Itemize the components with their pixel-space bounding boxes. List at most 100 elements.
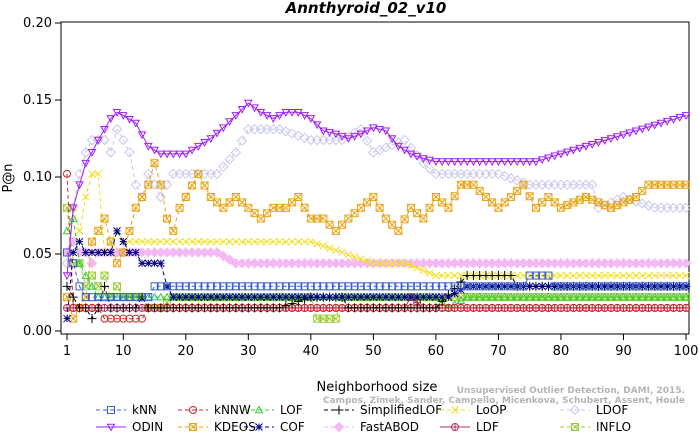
data-point	[155, 191, 166, 203]
data-point	[175, 237, 184, 246]
data-point	[331, 303, 340, 312]
data-point	[332, 246, 340, 255]
data-point	[218, 250, 229, 262]
data-point	[94, 293, 103, 302]
data-point	[388, 282, 397, 291]
data-point	[331, 130, 341, 139]
legend-label: SimplifiedLOF	[360, 403, 442, 417]
data-point	[219, 237, 228, 246]
data-point	[406, 282, 415, 291]
data-point	[88, 271, 97, 280]
data-point	[69, 314, 78, 323]
data-point	[118, 112, 128, 120]
data-point	[344, 135, 353, 144]
data-point	[343, 131, 354, 142]
series-layer	[61, 99, 692, 324]
data-point	[238, 237, 246, 246]
data-point	[162, 292, 172, 301]
data-point	[369, 259, 378, 268]
data-point	[451, 406, 459, 414]
data-point	[475, 158, 485, 167]
data-point	[525, 192, 534, 201]
data-point	[106, 423, 116, 432]
legend-label: kNNW	[214, 403, 251, 417]
data-point	[334, 405, 344, 415]
data-point	[211, 168, 223, 180]
legend-entry-simplifiedlof: SimplifiedLOF	[324, 403, 442, 417]
data-point	[63, 203, 71, 212]
data-point	[550, 292, 560, 301]
data-point	[675, 282, 684, 291]
data-point	[582, 271, 590, 280]
data-point	[143, 292, 153, 301]
data-point	[407, 261, 415, 270]
data-point	[663, 282, 672, 291]
data-point	[181, 193, 190, 202]
data-point	[499, 170, 510, 182]
data-point	[569, 146, 578, 155]
data-point	[575, 303, 584, 312]
data-point	[481, 303, 490, 312]
data-point	[537, 156, 547, 165]
data-point	[206, 237, 215, 246]
data-point	[682, 282, 690, 291]
data-point	[294, 193, 303, 202]
data-point	[344, 282, 353, 291]
data-point	[631, 292, 641, 301]
data-point	[319, 293, 328, 301]
data-point	[456, 277, 466, 287]
legend-entry-inflo: INFLO	[560, 420, 631, 434]
data-point	[369, 293, 378, 301]
data-point	[244, 282, 253, 291]
data-point	[613, 271, 622, 280]
data-point	[287, 109, 297, 117]
data-point	[294, 282, 303, 291]
data-point	[263, 282, 272, 291]
data-point	[462, 158, 472, 167]
y-tick-label: 0.10	[23, 170, 52, 185]
data-point	[194, 237, 203, 246]
data-point	[263, 293, 271, 301]
data-point	[650, 282, 659, 291]
series-ldof	[61, 124, 692, 269]
data-point	[332, 293, 340, 301]
data-point	[400, 282, 409, 291]
data-point	[643, 200, 654, 211]
data-point	[119, 314, 128, 323]
data-point	[293, 109, 303, 117]
data-point	[81, 271, 91, 279]
data-point	[281, 237, 290, 246]
data-point	[113, 227, 121, 235]
data-point	[119, 293, 128, 302]
data-point	[562, 148, 572, 157]
data-point	[256, 237, 265, 246]
data-point	[456, 282, 465, 291]
data-point	[544, 282, 553, 291]
data-point	[494, 282, 503, 291]
data-point	[369, 124, 378, 133]
data-point	[75, 227, 84, 235]
data-point	[125, 293, 134, 302]
data-point	[313, 282, 322, 291]
data-point	[405, 142, 417, 153]
data-point	[432, 293, 440, 301]
data-point	[494, 292, 503, 301]
data-point	[388, 220, 397, 229]
data-point	[444, 303, 453, 312]
data-point	[125, 314, 134, 323]
data-point	[669, 282, 678, 291]
data-point	[150, 159, 159, 168]
data-point	[138, 193, 147, 202]
data-point	[463, 303, 472, 312]
data-point	[500, 303, 509, 312]
data-point	[469, 282, 478, 291]
data-point	[224, 154, 235, 165]
data-point	[137, 131, 147, 140]
data-point	[437, 158, 447, 167]
data-point	[88, 237, 97, 246]
data-point	[255, 423, 263, 431]
data-point	[680, 258, 692, 269]
data-point	[525, 303, 534, 312]
data-point	[531, 303, 540, 312]
data-point	[357, 255, 365, 263]
